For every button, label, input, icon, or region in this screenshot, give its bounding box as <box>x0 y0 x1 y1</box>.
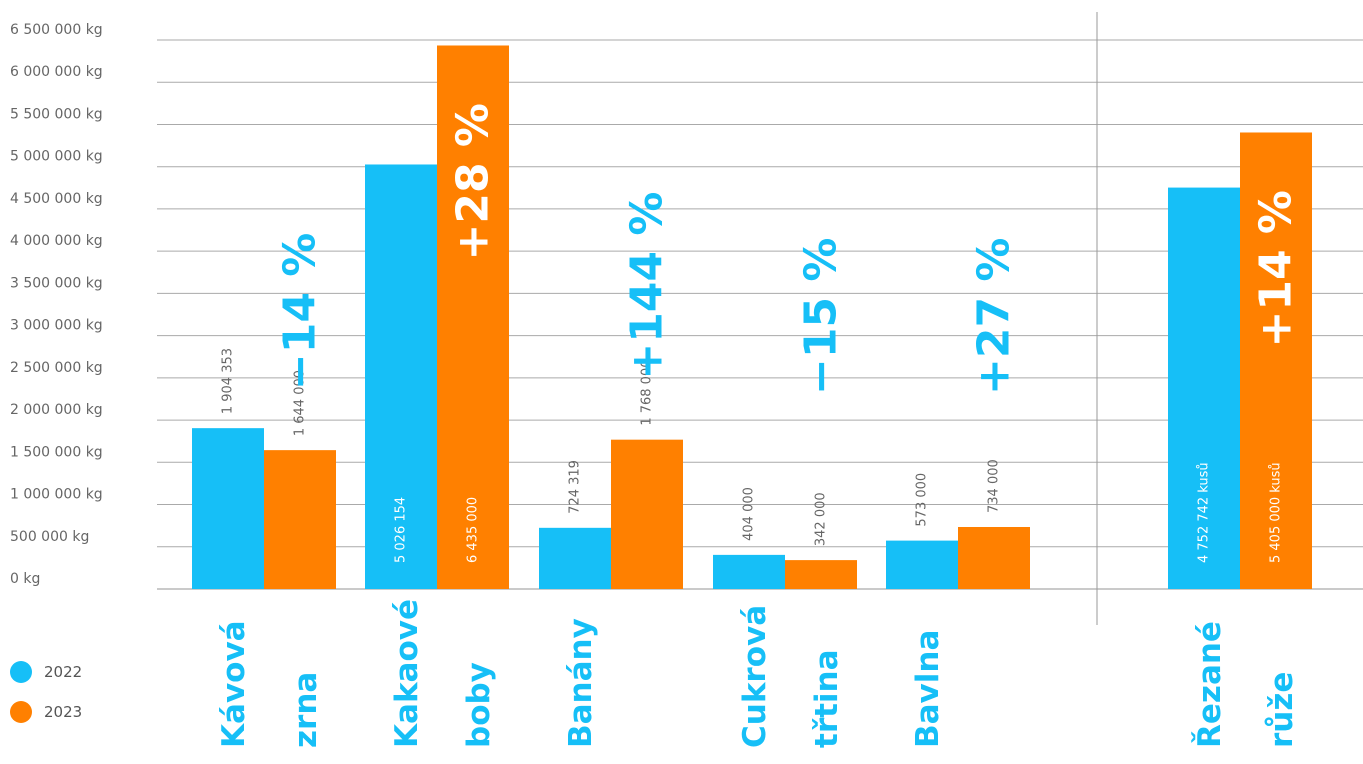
y-tick-label: 0 kg <box>10 571 40 587</box>
category-label: Kávová <box>216 620 252 748</box>
bar-2023 <box>437 45 509 590</box>
bar-2022 <box>539 527 611 589</box>
data-label: 5 405 000 kusů <box>1269 462 1284 563</box>
bar-2023 <box>785 560 857 589</box>
data-label: 4 752 742 kusů <box>1197 462 1212 563</box>
y-tick-label: 2 000 000 kg <box>10 402 103 418</box>
legend-swatch-2023 <box>10 701 32 723</box>
category-label: růže <box>1264 672 1300 748</box>
y-tick-label: 1 000 000 kg <box>10 487 103 503</box>
legend-item-2022: 2022 <box>10 652 82 692</box>
data-label: 724 319 <box>568 460 583 514</box>
y-tick-label: 4 000 000 kg <box>10 233 103 249</box>
y-tick-label: 3 000 000 kg <box>10 318 103 334</box>
legend-item-2023: 2023 <box>10 692 82 732</box>
category-label: boby <box>461 662 497 748</box>
bar-2023 <box>958 527 1030 589</box>
legend-label-2022: 2022 <box>44 663 83 681</box>
y-tick-label: 2 500 000 kg <box>10 360 103 376</box>
data-label: 573 000 <box>915 473 930 527</box>
y-tick-label: 500 000 kg <box>10 529 89 545</box>
change-label: −15 % <box>796 237 847 395</box>
data-label: 342 000 <box>814 492 829 546</box>
bar-2022 <box>192 428 264 589</box>
bar-2023 <box>611 439 683 589</box>
change-label: +144 % <box>622 192 673 380</box>
change-label: +28 % <box>448 103 499 261</box>
y-tick-label: 3 500 000 kg <box>10 275 103 291</box>
y-tick-label: 5 500 000 kg <box>10 106 103 122</box>
legend: 2022 2023 <box>10 652 82 732</box>
y-tick-label: 1 500 000 kg <box>10 444 103 460</box>
bar-2022 <box>713 554 785 589</box>
bar-2022 <box>1168 187 1240 589</box>
category-label: Banány <box>563 618 599 748</box>
category-label: Kakaové <box>389 599 425 748</box>
data-label: 1 644 000 <box>293 370 308 436</box>
legend-label-2023: 2023 <box>44 703 83 721</box>
category-label: zrna <box>288 672 324 748</box>
change-label: +14 % <box>1251 190 1302 348</box>
bar-2023 <box>264 450 336 589</box>
y-tick-label: 5 000 000 kg <box>10 149 103 165</box>
data-label: 734 000 <box>987 459 1002 513</box>
data-label: 1 768 000 <box>640 360 655 426</box>
category-label: Řezané <box>1192 621 1228 748</box>
change-label: +27 % <box>969 237 1020 395</box>
category-label: Cukrová <box>737 605 773 748</box>
bar-2022 <box>365 164 437 589</box>
bar-2023 <box>1240 132 1312 589</box>
data-label: 404 000 <box>742 487 757 541</box>
category-label: Bavlna <box>910 630 946 748</box>
data-label: 1 904 353 <box>221 348 236 414</box>
category-label: třtina <box>809 649 845 748</box>
data-label: 6 435 000 <box>466 497 481 563</box>
y-tick-label: 6 000 000 kg <box>10 64 103 80</box>
y-tick-label: 6 500 000 kg <box>10 22 103 38</box>
data-label: 5 026 154 <box>394 497 409 563</box>
legend-swatch-2022 <box>10 661 32 683</box>
y-tick-label: 4 500 000 kg <box>10 191 103 207</box>
bar-2022 <box>886 540 958 589</box>
change-label: −14 % <box>275 233 326 391</box>
